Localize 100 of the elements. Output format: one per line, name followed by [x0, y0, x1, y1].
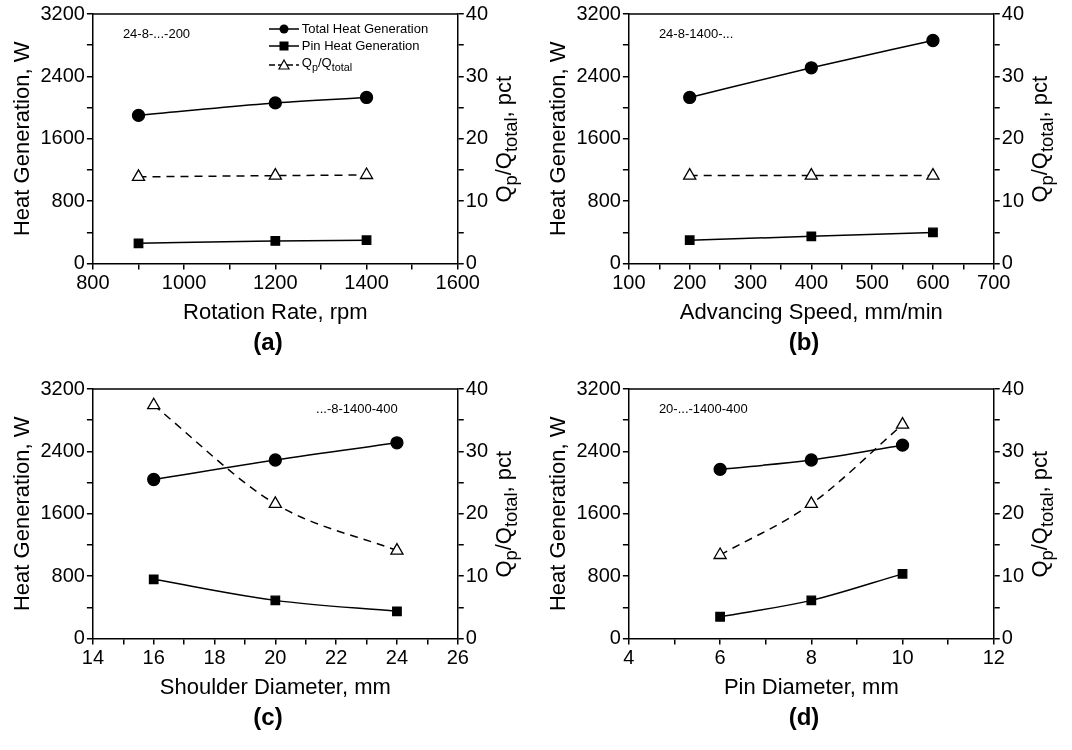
x-tick-label: 16: [142, 646, 165, 669]
y2-tick-label: 20: [465, 126, 488, 149]
point: [895, 416, 910, 429]
x-tick-label: 4: [623, 646, 635, 669]
point: [926, 33, 940, 48]
x-tick-label: 18: [203, 646, 226, 669]
text: (b): [787, 328, 821, 356]
y2-tick-label: 10: [1001, 188, 1024, 211]
point: [895, 438, 910, 452]
x-tick-label: 500: [855, 271, 889, 294]
x-tick-label: 200: [673, 271, 707, 294]
y-axis-title: Heat Generation, W: [545, 416, 571, 612]
point: [147, 472, 161, 487]
point: [270, 236, 281, 246]
point: [148, 574, 159, 585]
point: [270, 595, 281, 606]
annotation: 20-...-1400-400: [658, 401, 748, 417]
y2-tick-label: 20: [465, 501, 488, 524]
y2-tick-label: 30: [1001, 63, 1024, 86]
x-tick-label: 20: [264, 646, 287, 669]
x-tick-label: 6: [714, 646, 726, 669]
y-tick-label: 0: [73, 251, 85, 274]
y-tick-label: 0: [73, 626, 85, 649]
x-tick-label: 8: [805, 646, 817, 669]
y-tick-label: 2400: [40, 438, 85, 461]
point: [131, 108, 146, 123]
point: [390, 542, 404, 555]
x-tick-label: 14: [81, 646, 105, 669]
annotation: 24-8-1400-...: [658, 26, 734, 42]
y2-tick-label: 40: [1001, 1, 1024, 24]
y-tick-label: 1600: [576, 501, 621, 524]
y-tick-label: 2400: [576, 63, 621, 86]
point: [713, 462, 727, 476]
point: [806, 595, 817, 606]
x-axis-title: Advancing Speed, mm/min: [679, 298, 943, 324]
x-tick-label: 10: [891, 646, 914, 669]
legend-label: Total Heat Generation: [301, 20, 429, 37]
x-tick-label: 12: [982, 646, 1005, 669]
y2-tick-label: 0: [1001, 251, 1013, 274]
point: [133, 238, 144, 249]
x-tick-label: 700: [977, 271, 1011, 294]
x-axis-title: Pin Diameter, mm: [723, 673, 899, 699]
y2-tick-label: 30: [465, 438, 488, 461]
y2-tick-label: 0: [1001, 626, 1013, 649]
point: [268, 96, 282, 110]
x-axis-title: Rotation Rate, rpm: [183, 298, 368, 324]
point: [361, 235, 372, 246]
x-axis-title: Shoulder Diameter, mm: [159, 673, 391, 699]
point: [683, 90, 697, 105]
point: [928, 227, 938, 238]
x-tick-label: 1000: [161, 271, 207, 294]
y-tick-label: 0: [609, 626, 621, 649]
x-tick-label: 1400: [344, 271, 389, 294]
point: [146, 397, 161, 410]
x-tick-label: 100: [612, 271, 646, 294]
y-tick-label: 1600: [576, 126, 621, 149]
y-tick-label: 3200: [40, 376, 85, 399]
y2-tick-label: 20: [1001, 126, 1024, 149]
y2-tick-label: 40: [465, 376, 488, 399]
point: [806, 231, 817, 242]
x-tick-label: 600: [916, 271, 950, 294]
x-tick-label: 400: [794, 271, 829, 294]
point: [897, 568, 908, 579]
x-tick-label: 24: [385, 646, 409, 669]
legend-label: Q$_{p}$/Q$_{total}$: [301, 54, 353, 75]
x-tick-label: 22: [325, 646, 348, 669]
y-tick-label: 0: [609, 251, 621, 274]
point: [268, 496, 283, 508]
legend-label: Pin Heat Generation: [301, 37, 420, 54]
y2-tick-label: 40: [465, 1, 488, 24]
point: [359, 90, 374, 105]
y-axis-title: Heat Generation, W: [9, 41, 35, 237]
y-tick-label: 3200: [40, 1, 85, 24]
y-axis-title: Heat Generation, W: [545, 41, 571, 237]
point: [804, 61, 818, 75]
y-tick-label: 1600: [40, 501, 85, 524]
y-tick-label: 3200: [576, 1, 621, 24]
point: [804, 496, 819, 508]
y-tick-label: 2400: [576, 438, 621, 461]
y2-tick-label: 30: [1001, 438, 1024, 461]
point: [715, 611, 725, 622]
x-tick-label: 26: [446, 646, 469, 669]
text: (c): [252, 703, 284, 731]
y2-tick-label: 10: [1001, 563, 1024, 586]
point: [390, 436, 404, 450]
y-tick-label: 800: [51, 563, 85, 586]
y-tick-label: 3200: [576, 376, 621, 399]
point: [713, 547, 727, 560]
point: [804, 453, 818, 467]
y2-tick-label: 20: [1001, 501, 1024, 524]
text: (a): [252, 328, 284, 356]
point: [268, 453, 282, 467]
y2-tick-label: 10: [465, 563, 488, 586]
annotation: ...-8-1400-400: [316, 401, 398, 417]
y-tick-label: 2400: [40, 63, 85, 86]
y2-tick-label: 0: [465, 626, 477, 649]
y2-tick-label: 40: [1001, 376, 1024, 399]
y-tick-label: 800: [587, 563, 621, 586]
y-tick-label: 1600: [40, 126, 85, 149]
y2-tick-label: 10: [465, 188, 488, 211]
